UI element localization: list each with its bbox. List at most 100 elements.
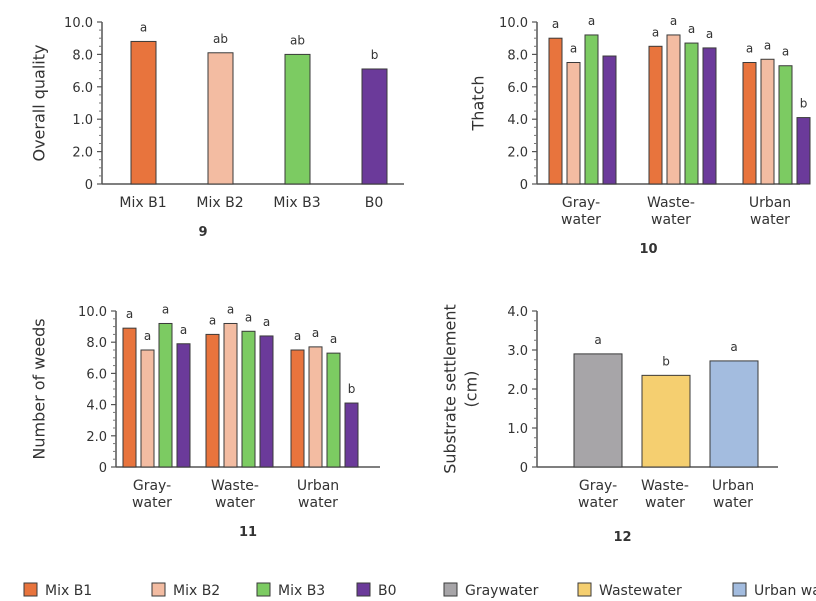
significance-label: a: [294, 329, 301, 343]
x-tick-label: Gray-: [579, 478, 617, 494]
legend-label: Wastewater: [599, 583, 682, 599]
x-tick-label: water: [215, 495, 255, 511]
significance-label: a: [588, 14, 595, 28]
y-tick-label: 0: [520, 461, 528, 476]
bar: [684, 42, 699, 185]
bar: [602, 55, 617, 185]
legend: Mix B1 Mix B2 Mix B3 B0 Graywater Wastewater U…: [23, 582, 816, 599]
bar: [709, 360, 759, 468]
significance-label: a: [180, 323, 187, 337]
legend-swatch: [443, 582, 458, 597]
significance-label: a: [570, 42, 577, 56]
x-tick-label: Mix B3: [273, 195, 320, 211]
y-tick-label: 4.0: [86, 399, 107, 414]
y-tick-label: 3.0: [507, 344, 528, 359]
y-tick-label: 8.0: [72, 48, 93, 63]
legend-swatch: [151, 582, 166, 597]
bar: [326, 352, 341, 468]
y-tick-label: 0: [85, 178, 93, 193]
x-tick-label: water: [561, 212, 601, 228]
y-tick-label: 6.0: [72, 81, 93, 96]
y-tick-label: 2.0: [507, 146, 528, 161]
x-tick-label: water: [750, 212, 790, 228]
x-tick-label: water: [578, 495, 618, 511]
bar: [223, 322, 238, 468]
significance-label: a: [652, 25, 659, 39]
y-tick-label: 6.0: [86, 367, 107, 382]
y-axis-label: (cm): [462, 371, 481, 408]
bar: [742, 62, 757, 185]
figure-number-label: 11: [239, 525, 257, 540]
bar: [130, 40, 157, 185]
x-tick-label: Waste-: [211, 478, 259, 494]
x-tick-label: water: [713, 495, 753, 511]
bar: [259, 335, 274, 468]
x-tick-label: Gray-: [562, 195, 600, 211]
x-tick-label: Gray-: [133, 478, 171, 494]
y-tick-label: 2.0: [72, 146, 93, 161]
y-tick-label: 2.0: [507, 383, 528, 398]
legend-label: B0: [378, 583, 397, 599]
significance-label: a: [162, 302, 169, 316]
bar: [648, 45, 663, 185]
x-tick-label: B0: [365, 195, 384, 211]
chart-panel-11: 0 2.0 4.0 6.0 8.0 10.0 Number of weeds Gray-wat…: [30, 302, 380, 540]
y-tick-label: 8.0: [507, 48, 528, 63]
y-tick-label: 4.0: [507, 305, 528, 320]
y-tick-label: 10.0: [78, 305, 107, 320]
bar: [584, 34, 599, 185]
x-tick-label: Urban: [712, 478, 754, 494]
legend-swatch: [256, 582, 271, 597]
significance-label: a: [263, 315, 270, 329]
bar: [702, 47, 717, 185]
significance-label: ab: [213, 32, 228, 46]
significance-label: b: [662, 354, 670, 368]
bar: [122, 327, 137, 468]
x-tick-label: Waste-: [641, 478, 689, 494]
x-tick-label: Mix B2: [196, 195, 243, 211]
legend-label: Mix B2: [173, 583, 220, 599]
y-tick-label: 4.0: [507, 113, 528, 128]
significance-label: a: [140, 20, 147, 34]
legend-label: Graywater: [465, 583, 539, 599]
y-tick-label: 1.0: [507, 422, 528, 437]
bar: [760, 58, 775, 185]
bar: [207, 52, 234, 185]
bar: [176, 343, 191, 468]
figure-number-label: 12: [613, 530, 631, 545]
significance-label: b: [800, 97, 808, 111]
legend-label: Mix B3: [278, 583, 325, 599]
bar: [158, 322, 173, 468]
x-tick-label: Waste-: [647, 195, 695, 211]
bar: [140, 349, 155, 468]
significance-label: a: [552, 17, 559, 31]
y-tick-label: 2.0: [86, 430, 107, 445]
y-tick-label: 8.0: [86, 336, 107, 351]
x-tick-label: water: [651, 212, 691, 228]
chart-panel-12: 0 1.0 2.0 3.0 4.0 Substrate settlement (cm) Gra…: [441, 304, 778, 545]
bar: [205, 333, 220, 468]
figure-number-label: 9: [198, 225, 207, 240]
significance-label: a: [245, 310, 252, 324]
x-tick-label: Mix B1: [119, 195, 166, 211]
significance-label: ab: [290, 33, 305, 47]
bar: [566, 62, 581, 185]
x-tick-label: water: [132, 495, 172, 511]
y-tick-label: 0: [520, 178, 528, 193]
x-tick-label: water: [298, 495, 338, 511]
bar: [290, 349, 305, 468]
y-axis-label: Number of weeds: [30, 318, 49, 459]
y-axis-label: Overall quality: [30, 45, 49, 162]
significance-label: a: [730, 340, 737, 354]
legend-label: Mix B1: [45, 583, 92, 599]
y-tick-label: 10.0: [499, 16, 528, 31]
bar: [778, 65, 793, 185]
significance-label: a: [764, 38, 771, 52]
y-tick-label: 1.0: [72, 113, 93, 128]
legend-label: Urban water: [754, 583, 816, 599]
significance-label: a: [227, 302, 234, 316]
legend-swatch: [732, 582, 747, 597]
significance-label: b: [348, 382, 356, 396]
y-tick-label: 6.0: [507, 81, 528, 96]
